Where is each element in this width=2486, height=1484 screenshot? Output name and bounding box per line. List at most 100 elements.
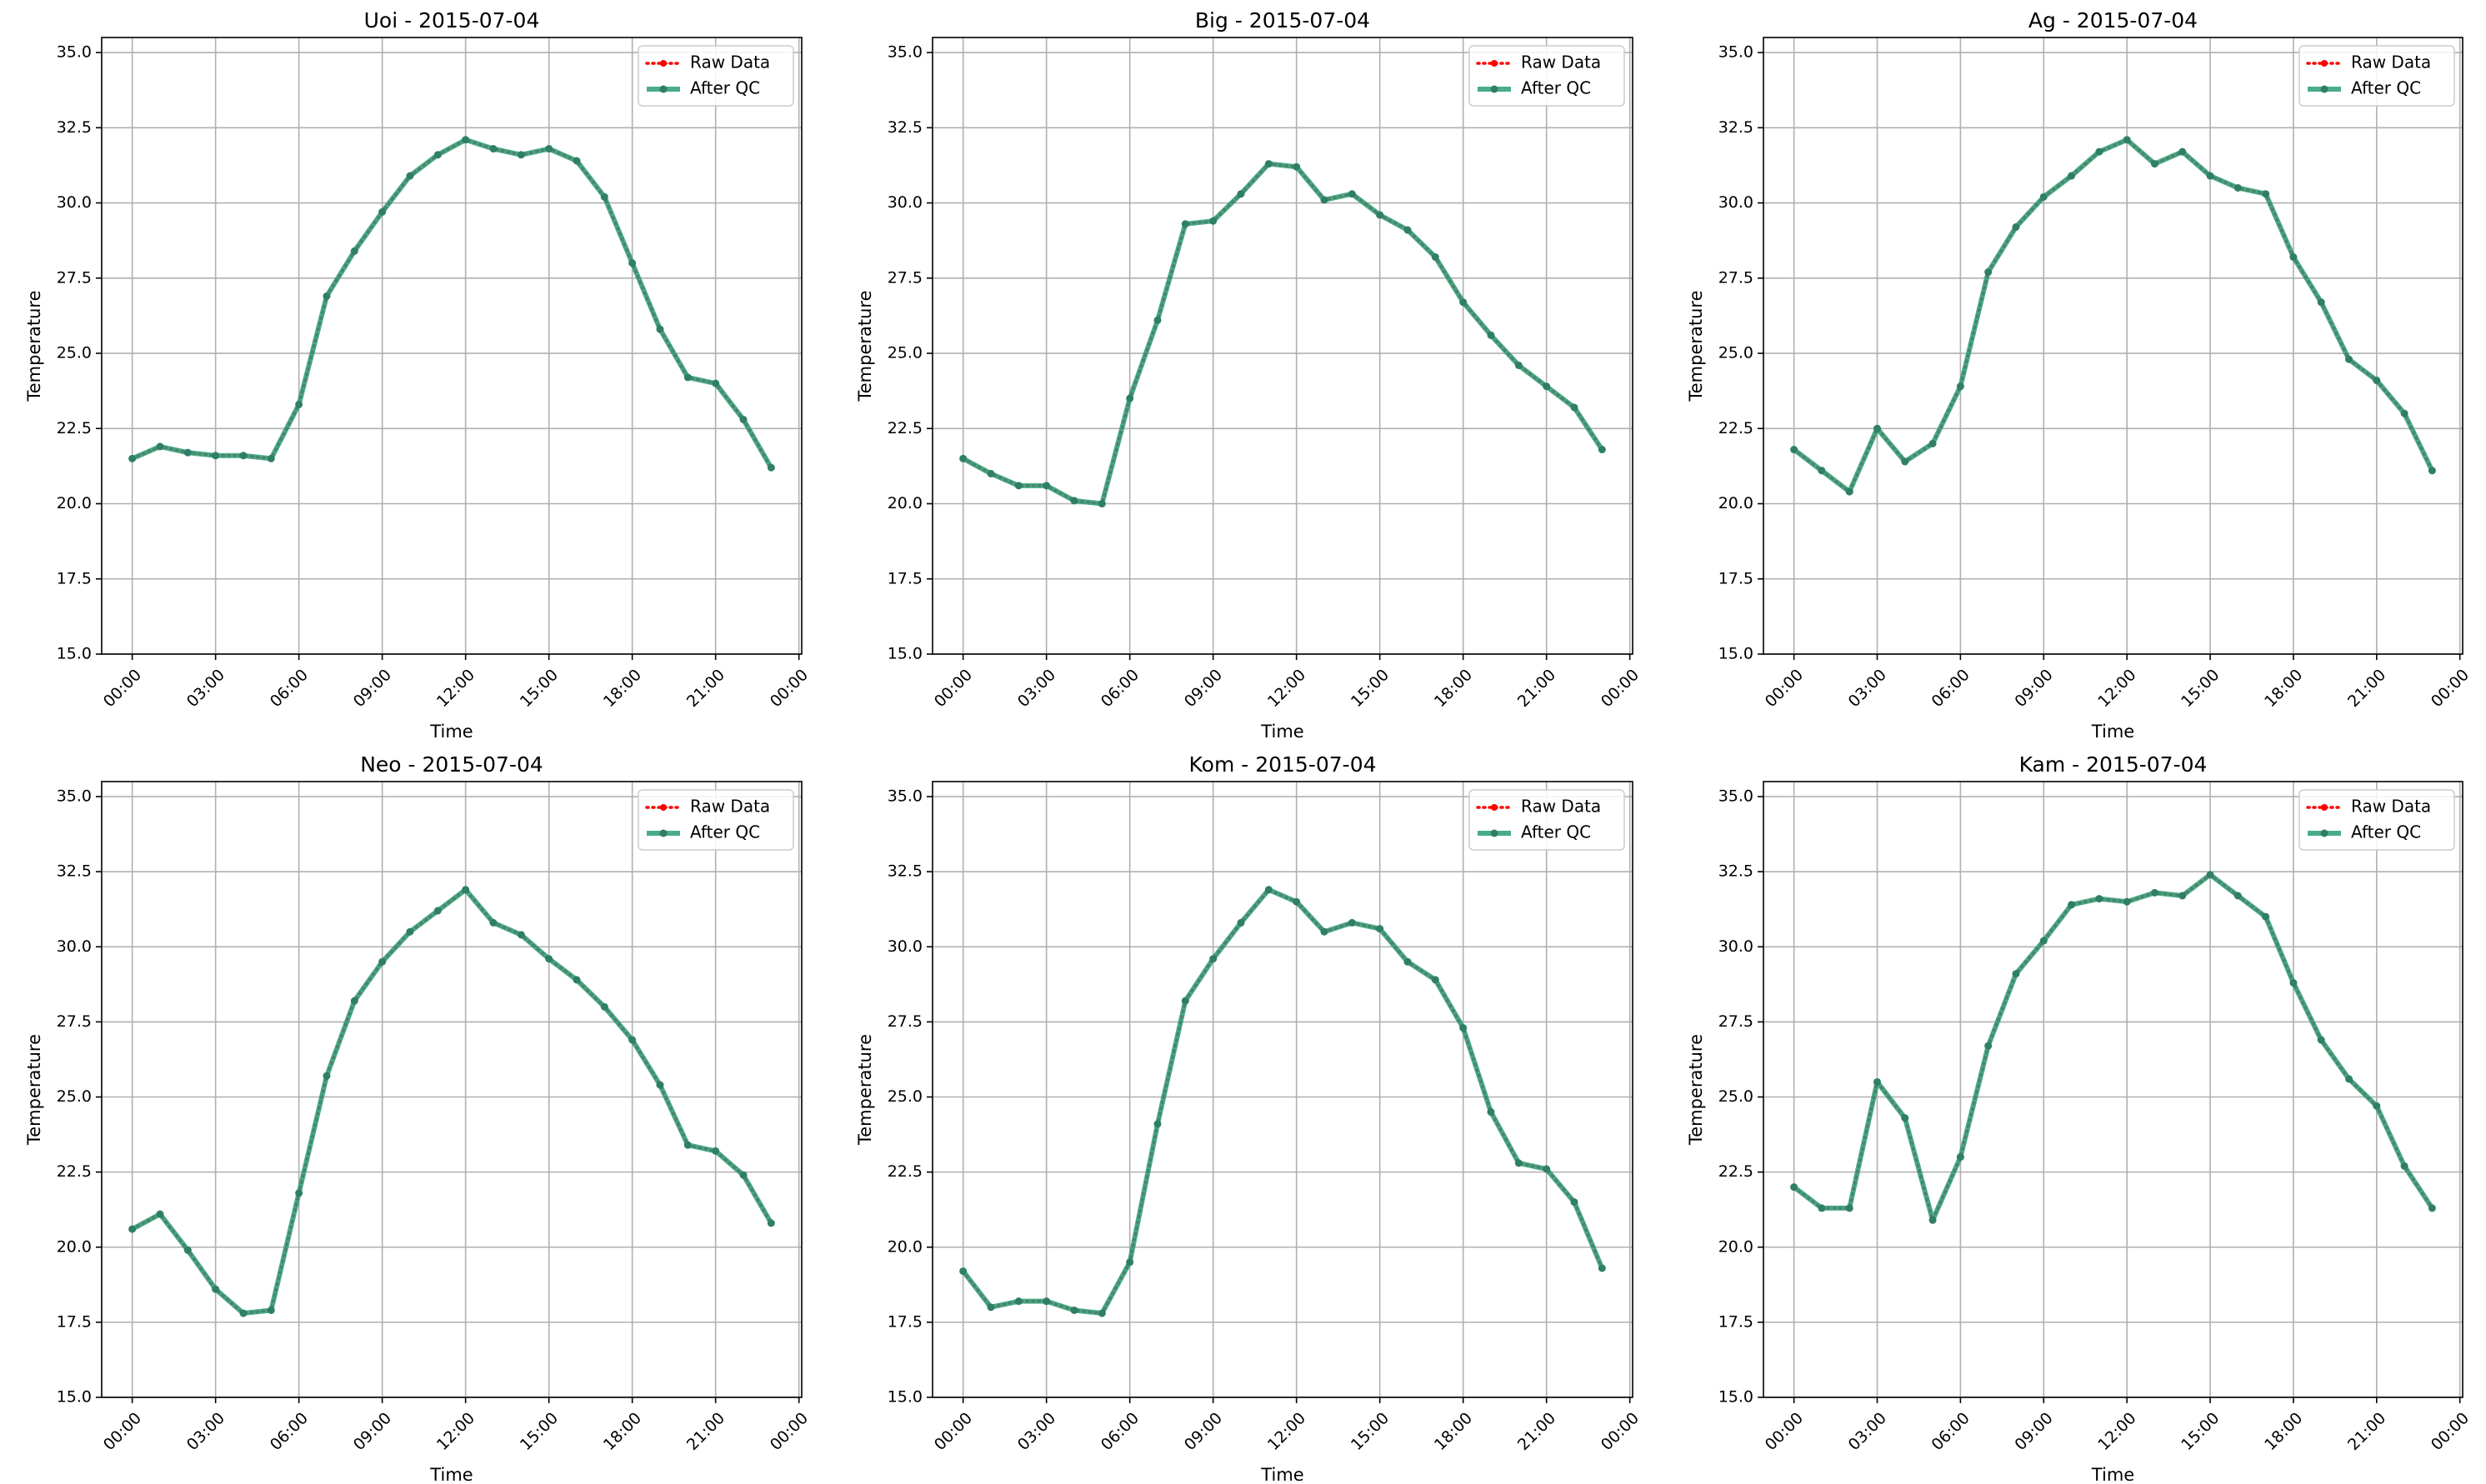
after-qc-point (1320, 196, 1328, 204)
y-tick-label: 25.0 (57, 1087, 92, 1106)
after-qc-point (1014, 1297, 1023, 1306)
after-qc-point (406, 927, 414, 936)
legend-raw-marker (2321, 60, 2328, 67)
after-qc-point (767, 1219, 775, 1227)
y-tick-label: 27.5 (57, 1012, 92, 1031)
after-qc-point (406, 172, 414, 180)
after-qc-point (323, 1072, 331, 1080)
after-qc-point (1043, 482, 1051, 490)
after-qc-point (156, 442, 164, 451)
after-qc-point (239, 1309, 248, 1317)
after-qc-point (1790, 446, 1798, 454)
x-tick-label: 00:00 (2428, 1409, 2473, 1454)
after-qc-point (1543, 382, 1551, 391)
x-tick-label: 21:00 (2344, 666, 2389, 711)
y-tick-label: 15.0 (888, 1388, 923, 1407)
after-qc-point (295, 1189, 303, 1197)
after-qc-point (712, 379, 720, 387)
raw-data-line (961, 887, 1604, 1315)
x-tick-label: 03:00 (183, 1409, 228, 1454)
raw-data-line (130, 137, 773, 469)
x-tick-label: 15:00 (2178, 666, 2223, 711)
after-qc-point (600, 1002, 608, 1011)
after-qc-point (1487, 331, 1495, 339)
after-qc-point (987, 469, 995, 477)
y-tick-label: 22.5 (1718, 419, 1753, 437)
y-tick-label: 25.0 (1718, 344, 1753, 362)
after-qc-point (1459, 298, 1468, 307)
after-qc-point (212, 452, 220, 460)
after-qc-point (628, 259, 637, 267)
x-tick-label: 00:00 (2428, 666, 2473, 711)
after-qc-point (517, 931, 525, 939)
after-qc-point (2428, 1204, 2436, 1212)
after-qc-point (767, 463, 775, 472)
x-tick-label: 12:00 (1264, 666, 1309, 711)
y-tick-label: 27.5 (57, 268, 92, 287)
axes-frame (1763, 37, 2463, 655)
after-qc-point (1403, 957, 1412, 966)
x-tick-label: 06:00 (1928, 1409, 1973, 1454)
after-qc-point (1543, 1165, 1551, 1173)
after-qc-line (1792, 872, 2434, 1223)
legend-raw-marker (2321, 804, 2328, 811)
after-qc-point (2123, 136, 2131, 144)
after-qc-point (267, 1306, 275, 1314)
after-qc-point (183, 448, 192, 457)
after-qc-point (156, 1210, 164, 1218)
after-qc-point (2400, 1162, 2408, 1170)
y-tick-label: 20.0 (888, 494, 923, 512)
x-tick-label: 00:00 (931, 666, 976, 711)
chart-panel: 00:00 03:00 06:00 09:00 12:00 15:00 18:00 21:00… (855, 8, 1643, 742)
after-qc-point (1431, 253, 1439, 262)
y-tick-label: 30.0 (888, 193, 923, 212)
after-qc-point (683, 1141, 692, 1149)
x-tick-label: 06:00 (267, 666, 312, 711)
legend-qc-label: After QC (1521, 822, 1591, 842)
after-qc-point (600, 192, 608, 201)
legend-raw-label: Raw Data (690, 797, 770, 817)
after-qc-point (2262, 912, 2270, 921)
after-qc-point (2123, 897, 2131, 906)
x-tick-label: 18:00 (600, 666, 645, 711)
after-qc-point (350, 247, 358, 255)
x-tick-label: 03:00 (1845, 1409, 1890, 1454)
raw-data-line (130, 887, 773, 1315)
x-tick-label: 00:00 (100, 1409, 145, 1454)
x-tick-label: 06:00 (1928, 666, 1973, 711)
y-tick-label: 32.5 (888, 862, 923, 881)
after-qc-point (1928, 439, 1937, 447)
chart-panel: 00:00 03:00 06:00 09:00 12:00 15:00 18:00 21:00… (24, 752, 812, 1484)
x-tick-label: 09:00 (1181, 1409, 1226, 1454)
y-tick-label: 20.0 (57, 1237, 92, 1256)
after-qc-point (739, 415, 748, 423)
after-qc-point (683, 373, 692, 382)
chart-panel: 00:00 03:00 06:00 09:00 12:00 15:00 18:00 21:00… (1686, 8, 2473, 742)
y-tick-label: 25.0 (888, 1087, 923, 1106)
legend: Raw Data After QC (1468, 45, 1625, 107)
x-axis-label: Time (2091, 722, 2134, 742)
legend-qc-label: After QC (2351, 822, 2421, 842)
after-qc-point (2206, 871, 2214, 879)
legend: Raw Data After QC (2298, 789, 2455, 851)
after-qc-point (1570, 1198, 1578, 1207)
after-qc-point (1348, 918, 1356, 927)
axes-frame (101, 781, 803, 1398)
after-qc-point (1873, 424, 1882, 432)
after-qc-point (1901, 1114, 1909, 1122)
y-tick-label: 17.5 (1718, 1312, 1753, 1331)
x-tick-label: 12:00 (2094, 666, 2139, 711)
after-qc-point (1181, 220, 1189, 228)
y-tick-label: 30.0 (1718, 937, 1753, 956)
x-tick-label: 12:00 (1264, 1409, 1309, 1454)
y-tick-label: 20.0 (1718, 494, 1753, 512)
chart-title: Ag - 2015-07-04 (2028, 8, 2198, 32)
after-qc-point (433, 151, 442, 159)
after-qc-point (2095, 895, 2103, 903)
y-tick-label: 35.0 (57, 43, 92, 62)
x-tick-label: 21:00 (683, 666, 728, 711)
y-tick-label: 17.5 (57, 1312, 92, 1331)
after-qc-point (350, 997, 358, 1005)
x-axis-label: Time (1260, 1465, 1303, 1484)
x-tick-label: 00:00 (1762, 666, 1807, 711)
